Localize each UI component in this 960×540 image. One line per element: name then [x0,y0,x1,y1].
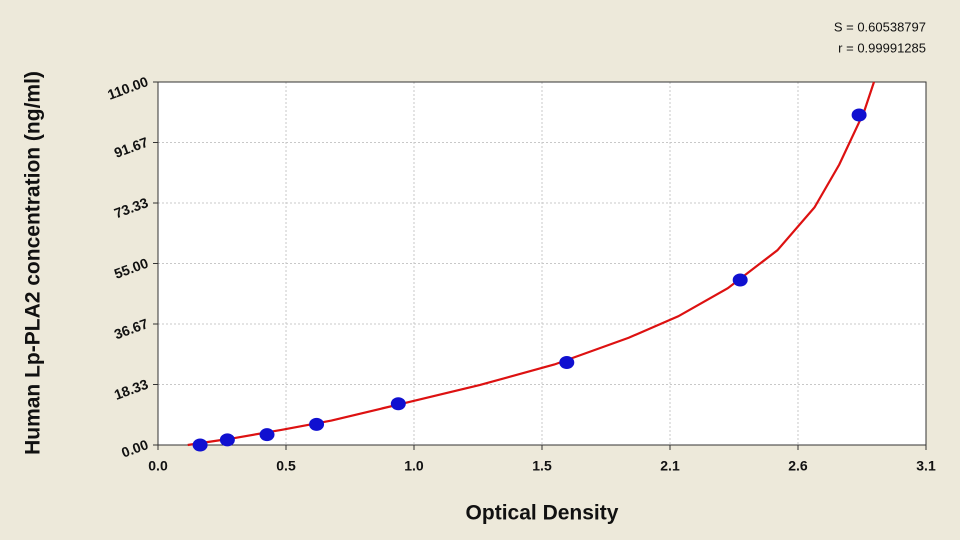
x-tick-label: 2.6 [788,458,808,474]
x-tick-label: 0.5 [276,458,296,474]
y-tick-label: 91.67 [112,134,151,161]
fit-curve [187,81,876,447]
y-axis-title: Human Lp-PLA2 concentration (ng/ml) [22,71,45,455]
data-point [219,433,235,447]
data-point [390,397,406,411]
y-tick-label: 55.00 [112,255,151,282]
data-point [192,438,208,452]
x-axis-title: Optical Density [466,502,619,525]
y-tick-label: 36.67 [112,315,151,342]
y-tick-label: 18.33 [112,376,151,403]
x-tick-label: 3.1 [916,458,936,474]
x-tick-label: 1.5 [532,458,552,474]
data-point [732,273,748,287]
data-point [559,356,575,369]
y-tick-label: 110.00 [105,73,150,102]
plot-border [157,81,927,446]
y-tick-label: 73.33 [112,194,151,221]
x-tick-label: 2.1 [660,458,680,474]
x-tick-label: 1.0 [404,458,424,474]
data-point [259,428,275,442]
y-tick-label: 0.00 [119,436,150,460]
data-point [309,417,325,431]
annotation: r = 0.99991285 [838,40,926,55]
x-tick-label: 0.0 [148,458,168,474]
data-point [851,108,867,122]
annotation: S = 0.60538797 [834,19,926,34]
